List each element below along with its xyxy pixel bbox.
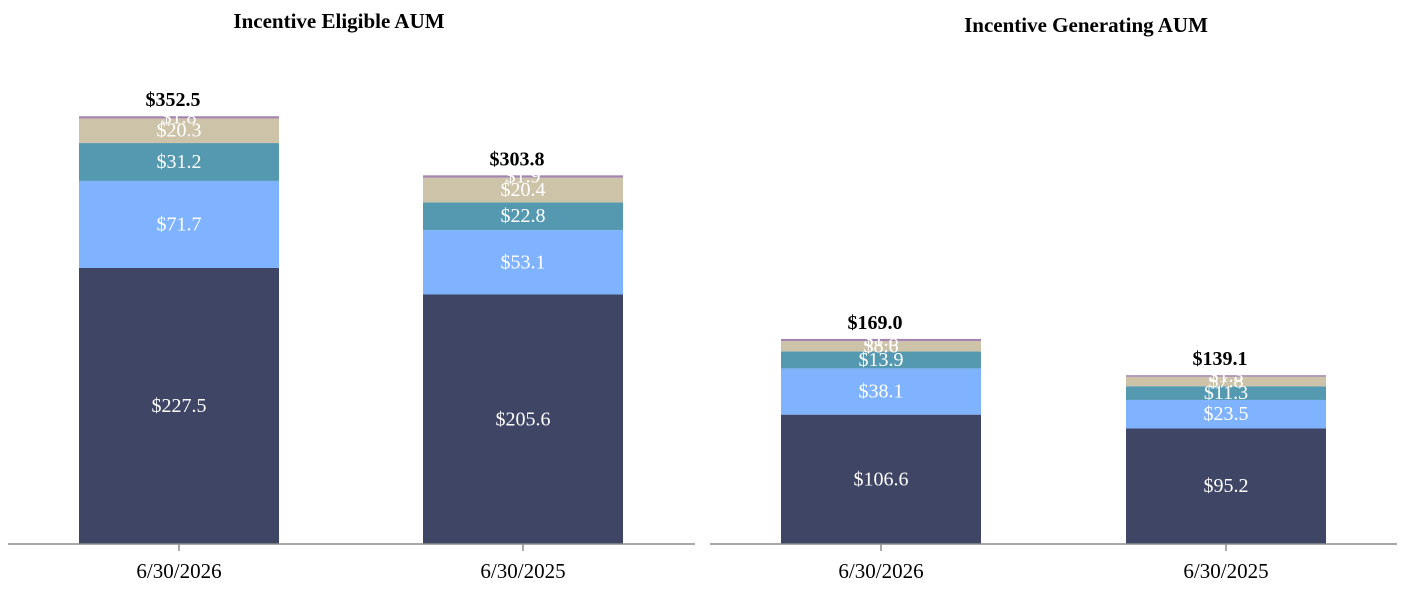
bar-segment <box>1126 428 1326 544</box>
bar-total-label: $139.1 <box>1193 348 1248 370</box>
segment-value-label: $53.1 <box>501 251 546 273</box>
segment-value-label: $205.6 <box>496 408 551 430</box>
segment-value-label: $20.4 <box>501 179 546 201</box>
bar-total-label: $352.5 <box>146 89 201 111</box>
segment-value-label: $13.9 <box>859 349 904 371</box>
segment-value-label: $1.8 <box>162 106 197 128</box>
bars-generating: $106.6$38.1$13.9$8.6$1.8$169.0$95.2$23.5… <box>781 312 1326 544</box>
segment-value-label: $23.5 <box>1204 403 1249 425</box>
x-tick-label: 6/30/2025 <box>1183 559 1268 583</box>
segment-value-label: $227.5 <box>152 395 207 417</box>
segment-value-label: $1.9 <box>506 165 541 187</box>
segment-value-label: $1.8 <box>864 329 899 351</box>
chart-title-generating: Incentive Generating AUM <box>964 13 1208 37</box>
segment-value-label: $38.1 <box>859 381 904 403</box>
bar-segment <box>423 202 623 231</box>
bar-segment <box>781 414 981 544</box>
segment-value-label: $22.8 <box>501 205 546 227</box>
segment-value-label: $31.2 <box>157 151 202 173</box>
bar-segment <box>1126 376 1326 387</box>
bar-segment <box>79 267 279 544</box>
bar-segment <box>79 118 279 144</box>
bar-total-label: $169.0 <box>848 312 903 334</box>
bar-segment <box>79 143 279 181</box>
segment-value-label: $20.3 <box>157 120 202 142</box>
bar-segment <box>79 116 279 119</box>
bar-segment <box>423 177 623 203</box>
chart-left: Incentive Eligible AUM $227.5$71.7$31.2$… <box>8 9 695 583</box>
chart-title-eligible: Incentive Eligible AUM <box>233 9 444 33</box>
segment-value-label: $95.2 <box>1204 475 1249 497</box>
bar-segment <box>781 338 981 342</box>
segment-value-label: $1.3 <box>1209 365 1244 387</box>
bar-segment <box>423 230 623 295</box>
bar-segment <box>781 341 981 352</box>
segment-value-label: $106.6 <box>854 468 909 490</box>
bars-eligible: $227.5 $71.7 $31.2 $20.3$1.8$352.5 $205.6 $53… <box>79 89 623 544</box>
bar-total-label: $303.8 <box>490 148 545 170</box>
bar-segment <box>1126 386 1326 400</box>
bar-segment <box>423 294 623 544</box>
segment-value-label: $11.3 <box>1204 382 1248 404</box>
segment-value-label: $71.7 <box>157 213 202 235</box>
bar-segment <box>781 368 981 415</box>
bar-segment <box>423 175 623 178</box>
bar-segment <box>781 351 981 369</box>
x-tick-label: 6/30/2026 <box>136 559 221 583</box>
x-tick-label: 6/30/2025 <box>480 559 565 583</box>
x-tick-label: 6/30/2026 <box>838 559 923 583</box>
chart-right: Incentive Generating AUM $106.6 $38.1 $13.… <box>710 13 1397 583</box>
bar-segment <box>79 180 279 268</box>
bar-segment <box>1126 399 1326 429</box>
bar-segment <box>1126 375 1326 377</box>
